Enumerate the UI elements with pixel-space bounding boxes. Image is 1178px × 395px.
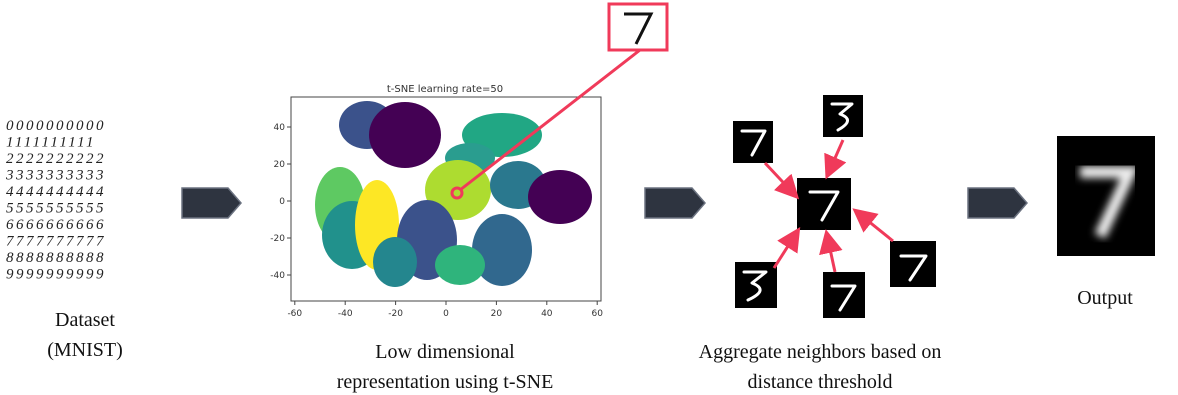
- flow-arrow: [182, 188, 241, 218]
- digit-row: 2222222222: [6, 151, 106, 167]
- x-tick-label: 40: [541, 309, 553, 319]
- neighbors: [733, 95, 936, 318]
- x-tick-label: -60: [287, 309, 302, 319]
- flow-arrow: [968, 188, 1027, 218]
- output-image: [1057, 136, 1155, 256]
- x-tick-label: 20: [491, 309, 503, 319]
- y-tick-label: -40: [270, 271, 285, 281]
- digit-grid: 0000000000111111111122222222223333333333…: [5, 118, 106, 283]
- y-tick-label: 40: [274, 123, 286, 133]
- plot-title: t-SNE learning rate=50: [387, 84, 503, 95]
- y-tick-label: 20: [274, 160, 286, 170]
- output-label: Output: [1077, 287, 1133, 309]
- flow-arrow: [645, 188, 705, 218]
- digit-row: 9999999999: [6, 267, 106, 283]
- caption: Low dimensional: [375, 341, 515, 363]
- y-tick-label: -20: [270, 234, 285, 244]
- digit-row: 8888888888: [6, 250, 106, 266]
- digit-row: 4444444444: [6, 184, 106, 200]
- x-tick-label: 60: [591, 309, 603, 319]
- x-tick-label: -40: [338, 309, 353, 319]
- digit-row: 1111111111: [6, 135, 96, 151]
- x-tick-label: -20: [388, 309, 403, 319]
- caption: distance threshold: [748, 371, 893, 393]
- caption: representation using t-SNE: [337, 371, 554, 393]
- digit-row: 6666666666: [6, 217, 106, 233]
- dataset-label: (MNIST): [47, 339, 123, 361]
- digit-row: 5555555555: [6, 201, 106, 217]
- digit-row: 0000000000: [6, 118, 106, 134]
- digit-row: 7777777777: [6, 234, 106, 250]
- caption: Aggregate neighbors based on: [699, 341, 942, 363]
- y-tick-label: 0: [279, 197, 285, 207]
- diagram: 0000000000111111111122222222223333333333…: [0, 0, 1178, 395]
- digit-row: 3333333333: [5, 168, 106, 184]
- x-tick-label: 0: [443, 309, 449, 319]
- dataset-label: Dataset: [55, 309, 115, 331]
